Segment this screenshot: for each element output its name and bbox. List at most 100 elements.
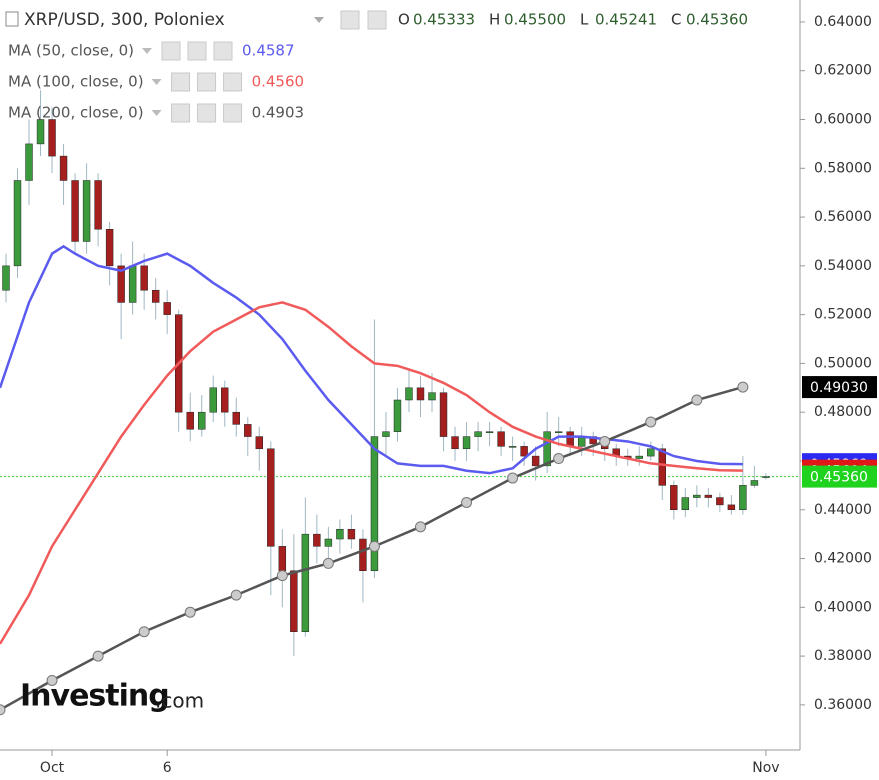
candle-body (474, 431, 482, 437)
ma-icon (171, 103, 191, 123)
y-tick-label: 0.54000 (814, 258, 872, 274)
ma-icon (223, 103, 243, 123)
ma-marker (46, 674, 58, 686)
ohlc-value: 0.45360 (686, 11, 748, 29)
candle-body (382, 431, 390, 437)
candle-body (244, 424, 252, 437)
ohlc-key: C (671, 11, 681, 29)
candle-body (451, 436, 459, 450)
candle-body (82, 180, 91, 242)
y-tick-label: 0.52000 (814, 307, 872, 323)
ma-marker (599, 435, 611, 447)
y-tick-label: 0.48000 (814, 404, 872, 420)
candle-body (255, 436, 264, 450)
ma-name: MA (200, close, 0) (8, 104, 144, 122)
dropdown (151, 110, 162, 116)
y-tick-label: 0.50000 (814, 355, 872, 371)
candle-body (13, 180, 22, 267)
candle-body (36, 119, 45, 145)
ma-legend: MA (50, close, 0) 0.4587 MA (100, close, 0… (8, 41, 305, 123)
candle-body (497, 431, 505, 447)
candle-body (428, 392, 436, 401)
candle-body (520, 446, 528, 457)
candle-body (647, 448, 655, 457)
ma-icon (197, 72, 217, 92)
candle-body (750, 480, 759, 486)
ma-marker (322, 557, 334, 569)
ohlc-value: 0.45333 (413, 11, 475, 29)
ma-marker (276, 570, 288, 582)
y-tick-label: 0.64000 (814, 14, 872, 30)
candle-body (566, 431, 574, 447)
ma-marker (92, 650, 104, 662)
x-tick-label: Nov (752, 760, 779, 776)
ma-marker (691, 394, 703, 406)
ma-icon (187, 41, 207, 61)
ma-marker (553, 453, 565, 465)
candle-body (71, 180, 79, 242)
eye-icon[interactable] (340, 10, 360, 30)
candle-body (393, 399, 402, 432)
candle-body (59, 155, 68, 181)
ma-marker (461, 496, 473, 508)
logo: Investing (20, 679, 169, 714)
dropdown (142, 48, 153, 54)
y-tick-label: 0.58000 (814, 160, 872, 176)
chart-title: XRP/USD, 300, Poloniex (24, 10, 225, 30)
ma-value: 0.4587 (242, 42, 295, 60)
price-tag-label: 0.45360 (810, 470, 868, 486)
candle-body (416, 387, 425, 401)
ma-icon (223, 72, 243, 92)
ma-line (0, 301, 743, 645)
candle-body (693, 494, 701, 498)
candle-body (313, 533, 321, 547)
candle-body (94, 180, 102, 230)
ma-marker (138, 626, 150, 638)
candle-body (658, 448, 666, 486)
price-tag (802, 465, 877, 488)
candle-body (359, 538, 367, 571)
y-tick-label: 0.36000 (814, 697, 872, 713)
ohlc-legend: O 0.45333 H 0.45500 L 0.45241 C 0.45360 (398, 11, 748, 29)
candle-body (670, 485, 678, 511)
ma-name: MA (50, close, 0) (8, 42, 134, 60)
y-tick-label: 0.38000 (814, 648, 872, 664)
dropdown[interactable] (314, 17, 324, 23)
x-tick-label: 6 (163, 760, 172, 776)
axes: 0.360000.380000.400000.420000.440000.460… (40, 14, 877, 776)
ma-icon (197, 103, 217, 123)
candle-body (163, 302, 171, 315)
candle-body (128, 265, 137, 303)
ma-line (0, 244, 743, 475)
candle-body (405, 387, 413, 401)
candle-body (485, 431, 494, 433)
candle-body (716, 497, 724, 506)
y-tick-label: 0.40000 (814, 599, 872, 615)
ohlc-key: O (398, 11, 410, 29)
candle-body (186, 411, 194, 430)
candle-body (370, 436, 379, 571)
ma-marker (645, 416, 657, 428)
ma-marker (0, 704, 6, 716)
candle-body (462, 436, 471, 450)
candle-body (278, 546, 287, 571)
candle-body (198, 411, 206, 430)
plot-area (0, 90, 800, 716)
candle-body (2, 265, 10, 291)
y-tick-label: 0.56000 (814, 209, 872, 225)
candle-body (439, 392, 448, 437)
candle-body (267, 448, 275, 547)
candle-body (25, 143, 33, 181)
candle-body (508, 446, 517, 448)
symbol-icon (5, 11, 19, 27)
candle-body (531, 455, 540, 467)
gear-icon[interactable] (367, 10, 387, 30)
ma-marker (368, 540, 380, 552)
ma-marker (737, 381, 749, 393)
ma-icon (213, 41, 233, 61)
candle-body (336, 529, 344, 540)
candle-body (704, 494, 713, 498)
candle-body (290, 570, 298, 632)
ma-value: 0.4903 (252, 104, 305, 122)
candle-body (140, 265, 148, 291)
